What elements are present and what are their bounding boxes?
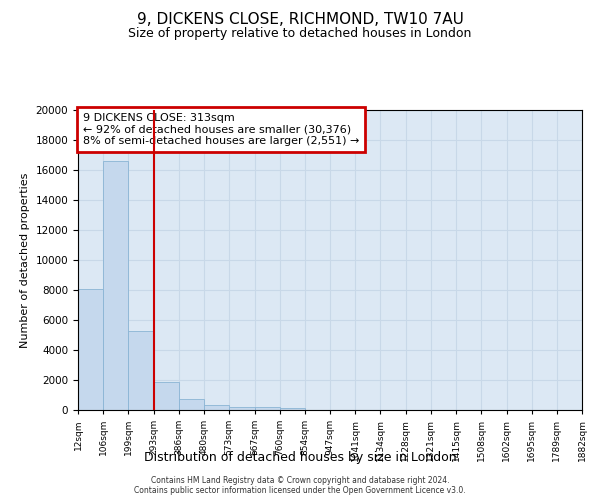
Text: Size of property relative to detached houses in London: Size of property relative to detached ho… [128, 28, 472, 40]
Bar [128, 330, 154, 410]
Bar [154, 382, 179, 410]
Text: Contains public sector information licensed under the Open Government Licence v3: Contains public sector information licen… [134, 486, 466, 495]
Text: Contains HM Land Registry data © Crown copyright and database right 2024.: Contains HM Land Registry data © Crown c… [151, 476, 449, 485]
Bar [179, 399, 204, 410]
Bar [280, 408, 305, 410]
Y-axis label: Number of detached properties: Number of detached properties [20, 172, 30, 348]
Bar [229, 407, 254, 410]
Bar [204, 405, 229, 410]
Text: 9 DICKENS CLOSE: 313sqm
← 92% of detached houses are smaller (30,376)
8% of semi: 9 DICKENS CLOSE: 313sqm ← 92% of detache… [83, 113, 359, 146]
Text: 9, DICKENS CLOSE, RICHMOND, TW10 7AU: 9, DICKENS CLOSE, RICHMOND, TW10 7AU [137, 12, 463, 28]
Bar [103, 161, 128, 410]
Bar [78, 288, 103, 410]
Bar [254, 408, 280, 410]
Text: Distribution of detached houses by size in London: Distribution of detached houses by size … [143, 451, 457, 464]
